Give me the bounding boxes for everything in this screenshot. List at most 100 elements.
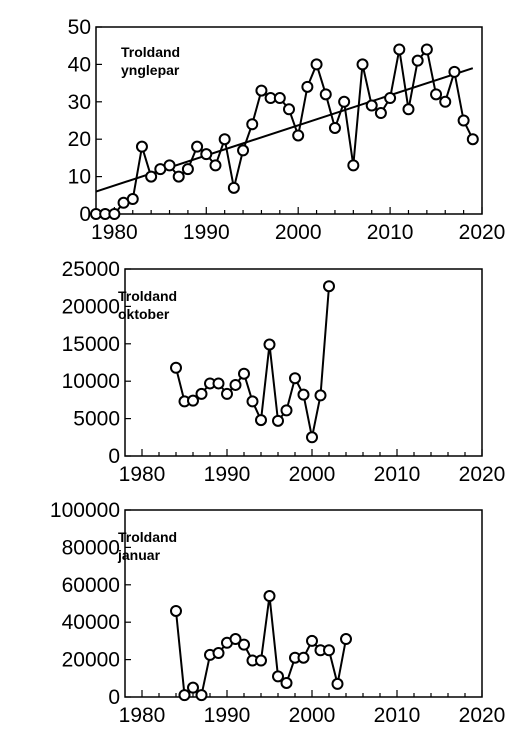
data-point bbox=[297, 388, 310, 401]
data-point bbox=[430, 88, 443, 101]
data-point bbox=[310, 58, 323, 71]
chart-title-line-1: Troldand bbox=[118, 529, 177, 545]
data-point bbox=[323, 280, 335, 293]
y-tick-label: 10000 bbox=[62, 370, 120, 393]
data-point bbox=[301, 80, 314, 93]
x-tick-label: 1980 bbox=[91, 221, 138, 244]
chart-panel-october: Troldand oktober 1980 1990 2000 2010 2020 0 50… bbox=[62, 258, 505, 486]
data-point bbox=[319, 88, 332, 101]
data-point bbox=[292, 129, 305, 142]
data-point bbox=[439, 95, 452, 108]
x-tick-label: 2000 bbox=[289, 704, 336, 727]
data-point bbox=[411, 54, 424, 67]
data-point bbox=[272, 414, 284, 427]
y-tick-label: 40000 bbox=[62, 611, 120, 634]
x-tick-label: 2010 bbox=[374, 704, 421, 727]
data-point bbox=[221, 387, 233, 400]
chart-title-line-2: oktober bbox=[118, 306, 170, 322]
data-point bbox=[255, 84, 268, 97]
data-point bbox=[145, 170, 158, 183]
data-point bbox=[126, 193, 139, 206]
y-tick-label: 80000 bbox=[62, 536, 120, 559]
data-point bbox=[172, 170, 185, 183]
data-point bbox=[135, 140, 148, 153]
data-point bbox=[314, 389, 327, 402]
data-point bbox=[448, 65, 461, 78]
chart-title-january: Troldand januar bbox=[117, 529, 181, 563]
x-tick-label: 2000 bbox=[289, 463, 336, 486]
x-tick-label: 2010 bbox=[367, 221, 414, 244]
data-point bbox=[187, 394, 199, 407]
chart-title-october: Troldand oktober bbox=[118, 288, 181, 322]
data-point bbox=[263, 590, 276, 603]
x-tick-label: 2000 bbox=[275, 221, 322, 244]
x-tick-label: 1990 bbox=[204, 704, 251, 727]
y-tick-label: 0 bbox=[79, 203, 91, 226]
data-point bbox=[306, 634, 318, 647]
data-point bbox=[108, 208, 121, 220]
chart-panel-january: Troldand januar 1980 1990 2000 2010 2020 0 200… bbox=[50, 499, 505, 727]
x-tick-label: 2020 bbox=[459, 704, 505, 727]
data-point bbox=[229, 633, 242, 646]
y-tick-label: 15000 bbox=[62, 333, 120, 356]
y-tick-label: 60000 bbox=[62, 574, 120, 597]
y-tick-label: 100000 bbox=[50, 499, 120, 522]
data-point bbox=[420, 43, 433, 56]
plot-frame bbox=[95, 26, 483, 215]
data-point bbox=[263, 338, 276, 351]
data-point bbox=[280, 404, 293, 417]
data-point bbox=[227, 181, 240, 194]
chart-title-breeding-pairs: Troldand ynglepar bbox=[121, 44, 184, 78]
data-point bbox=[195, 689, 208, 702]
y-tick-label: 25000 bbox=[62, 258, 120, 281]
data-point bbox=[374, 107, 387, 120]
x-tick-label: 2020 bbox=[459, 463, 505, 486]
plot-frame bbox=[124, 509, 483, 698]
data-point bbox=[200, 148, 213, 161]
data-point bbox=[340, 633, 352, 646]
y-tick-label: 10 bbox=[68, 166, 91, 189]
x-tick-label: 2020 bbox=[459, 221, 505, 244]
data-point bbox=[306, 431, 318, 444]
data-point bbox=[181, 163, 194, 176]
y-tick-label: 30 bbox=[68, 91, 91, 114]
x-tick-label: 1990 bbox=[204, 463, 251, 486]
data-point bbox=[402, 103, 415, 116]
data-point bbox=[272, 670, 284, 683]
data-point bbox=[280, 676, 293, 689]
x-tick-label: 1990 bbox=[183, 221, 230, 244]
series-line bbox=[175, 286, 330, 439]
y-tick-label: 0 bbox=[108, 445, 120, 468]
chart-panel-breeding-pairs: Troldand ynglepar 1980 1990 2000 2010 2020 0 1… bbox=[68, 16, 505, 244]
chart-title-line-2: ynglepar bbox=[121, 62, 180, 78]
data-point bbox=[466, 133, 479, 146]
data-point bbox=[457, 114, 470, 127]
data-point bbox=[212, 647, 225, 660]
data-point bbox=[384, 92, 397, 105]
data-point bbox=[170, 361, 182, 374]
data-point bbox=[328, 121, 341, 134]
data-point bbox=[191, 140, 204, 153]
data-point bbox=[170, 604, 182, 617]
data-point bbox=[273, 92, 286, 105]
chart-title-line-1: Troldand bbox=[118, 288, 177, 304]
x-tick-label: 2010 bbox=[374, 463, 421, 486]
data-point bbox=[246, 395, 259, 408]
y-tick-label: 50 bbox=[68, 16, 91, 39]
data-point bbox=[331, 677, 344, 690]
data-point bbox=[246, 118, 259, 131]
data-point bbox=[163, 159, 176, 172]
data-point bbox=[255, 654, 267, 667]
y-tick-label: 0 bbox=[108, 686, 120, 709]
data-point bbox=[178, 689, 191, 702]
data-point bbox=[393, 43, 406, 56]
data-point bbox=[323, 644, 335, 657]
data-point bbox=[187, 681, 199, 694]
data-point bbox=[283, 103, 295, 116]
x-tick-label: 1980 bbox=[119, 704, 166, 727]
data-point bbox=[347, 159, 360, 172]
data-point bbox=[237, 144, 250, 157]
data-point bbox=[365, 99, 378, 112]
data-point bbox=[218, 133, 231, 146]
